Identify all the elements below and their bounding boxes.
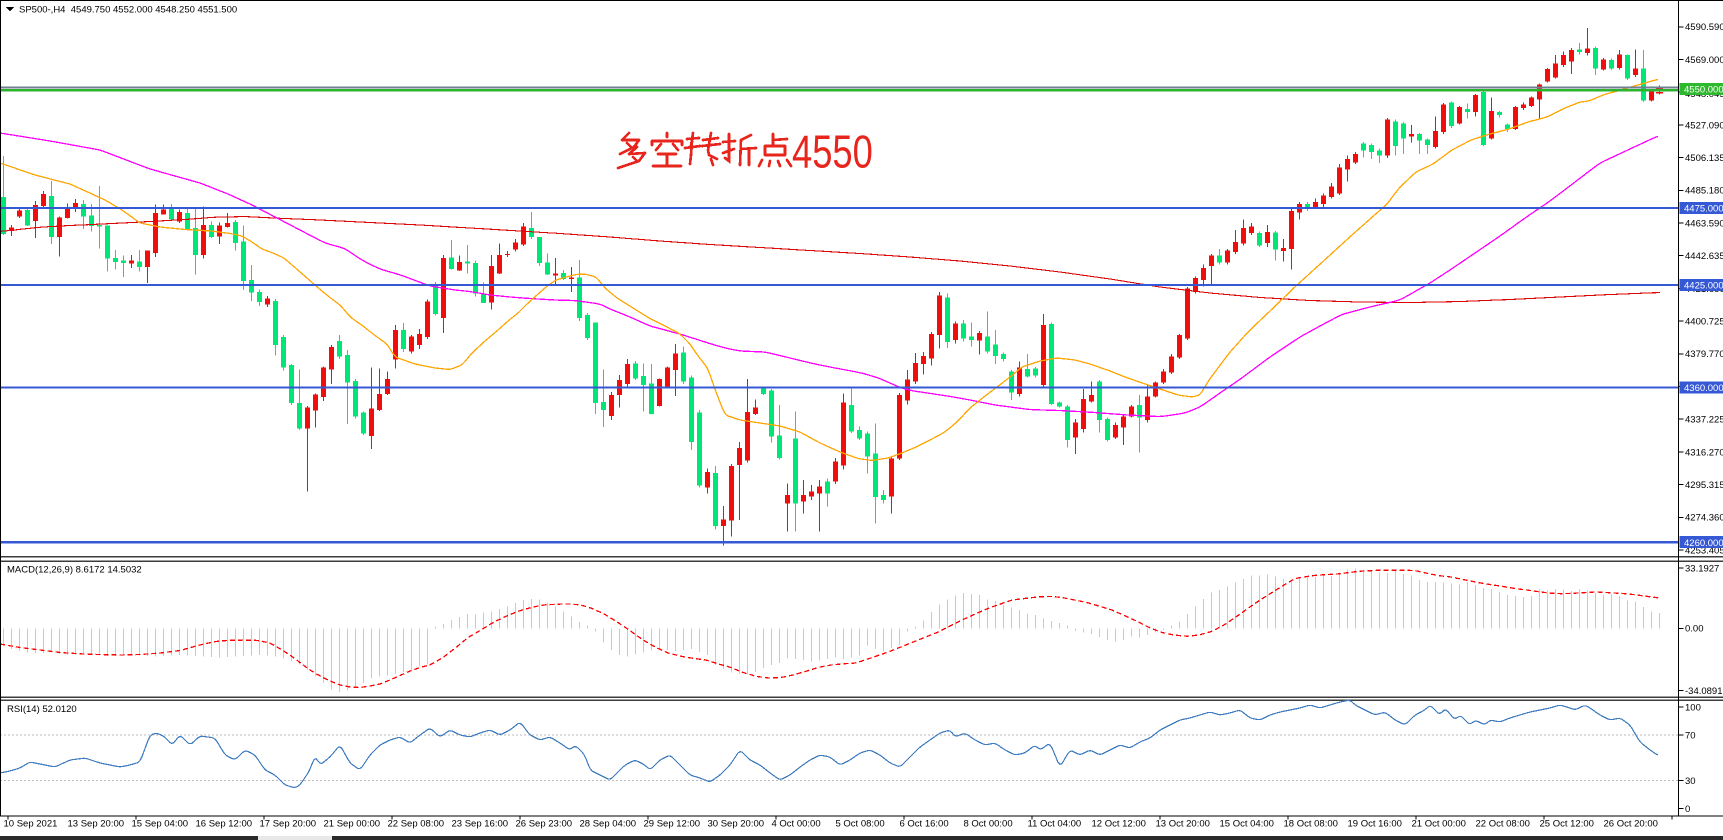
svg-text:4360.000: 4360.000 — [1684, 383, 1723, 394]
svg-text:0: 0 — [1685, 804, 1690, 815]
svg-text:6 Oct 16:00: 6 Oct 16:00 — [900, 819, 949, 830]
svg-text:13 Oct 20:00: 13 Oct 20:00 — [1156, 819, 1210, 830]
svg-text:28 Sep 04:00: 28 Sep 04:00 — [580, 819, 637, 830]
svg-text:4 Oct 00:00: 4 Oct 00:00 — [772, 819, 821, 830]
svg-text:26 Sep 23:00: 26 Sep 23:00 — [516, 819, 573, 830]
svg-text:21 Sep 00:00: 21 Sep 00:00 — [324, 819, 381, 830]
svg-text:4253.405: 4253.405 — [1685, 545, 1723, 556]
svg-text:4550: 4550 — [792, 125, 873, 177]
svg-text:11 Oct 04:00: 11 Oct 04:00 — [1028, 819, 1082, 830]
svg-text:33.1927: 33.1927 — [1685, 563, 1719, 574]
svg-text:16 Sep 12:00: 16 Sep 12:00 — [196, 819, 253, 830]
svg-text:4590.590: 4590.590 — [1685, 22, 1723, 33]
svg-text:22 Sep 08:00: 22 Sep 08:00 — [388, 819, 445, 830]
svg-text:22 Oct 08:00: 22 Oct 08:00 — [1476, 819, 1530, 830]
svg-text:4485.180: 4485.180 — [1685, 186, 1723, 197]
svg-text:21 Oct 00:00: 21 Oct 00:00 — [1412, 819, 1466, 830]
svg-text:0.00: 0.00 — [1685, 624, 1704, 635]
svg-text:4569.000: 4569.000 — [1685, 55, 1723, 66]
svg-text:30: 30 — [1685, 776, 1696, 787]
svg-text:10 Sep 2021: 10 Sep 2021 — [4, 819, 58, 830]
svg-text:SP500-,H4 4549.750 4552.000 4: SP500-,H4 4549.750 4552.000 4548.250 455… — [19, 5, 237, 16]
svg-text:4316.270: 4316.270 — [1685, 447, 1723, 458]
svg-text:5 Oct 08:00: 5 Oct 08:00 — [836, 819, 885, 830]
svg-text:100: 100 — [1685, 702, 1701, 713]
svg-text:30 Sep 20:00: 30 Sep 20:00 — [708, 819, 765, 830]
svg-text:13 Sep 20:00: 13 Sep 20:00 — [68, 819, 125, 830]
svg-text:70: 70 — [1685, 730, 1696, 741]
svg-text:17 Sep 20:00: 17 Sep 20:00 — [260, 819, 317, 830]
svg-text:4550.000: 4550.000 — [1684, 85, 1723, 96]
svg-text:29 Sep 12:00: 29 Sep 12:00 — [644, 819, 701, 830]
svg-text:26 Oct 20:00: 26 Oct 20:00 — [1604, 819, 1658, 830]
svg-text:15 Oct 04:00: 15 Oct 04:00 — [1220, 819, 1274, 830]
svg-text:15 Sep 04:00: 15 Sep 04:00 — [132, 819, 189, 830]
svg-text:MACD(12,26,9) 8.6172 14.5032: MACD(12,26,9) 8.6172 14.5032 — [7, 565, 142, 576]
svg-text:4337.225: 4337.225 — [1685, 415, 1723, 426]
svg-text:-34.0891: -34.0891 — [1685, 686, 1723, 697]
svg-text:4442.635: 4442.635 — [1685, 251, 1723, 262]
svg-text:12 Oct 12:00: 12 Oct 12:00 — [1092, 819, 1146, 830]
svg-text:4527.090: 4527.090 — [1685, 120, 1723, 131]
svg-text:RSI(14) 52.0120: RSI(14) 52.0120 — [7, 704, 77, 715]
svg-text:4274.360: 4274.360 — [1685, 513, 1723, 524]
svg-text:4463.590: 4463.590 — [1685, 218, 1723, 229]
svg-text:4475.000: 4475.000 — [1684, 204, 1723, 215]
svg-text:4295.315: 4295.315 — [1685, 480, 1723, 491]
svg-text:18 Oct 08:00: 18 Oct 08:00 — [1284, 819, 1338, 830]
svg-text:19 Oct 16:00: 19 Oct 16:00 — [1348, 819, 1402, 830]
svg-text:4260.000: 4260.000 — [1684, 538, 1723, 549]
svg-text:4425.000: 4425.000 — [1684, 281, 1723, 292]
svg-text:23 Sep 16:00: 23 Sep 16:00 — [452, 819, 509, 830]
svg-text:4400.725: 4400.725 — [1685, 317, 1723, 328]
svg-text:4379.770: 4379.770 — [1685, 349, 1723, 360]
svg-text:25 Oct 12:00: 25 Oct 12:00 — [1540, 819, 1594, 830]
svg-text:4506.135: 4506.135 — [1685, 153, 1723, 164]
svg-text:8 Oct 00:00: 8 Oct 00:00 — [964, 819, 1013, 830]
